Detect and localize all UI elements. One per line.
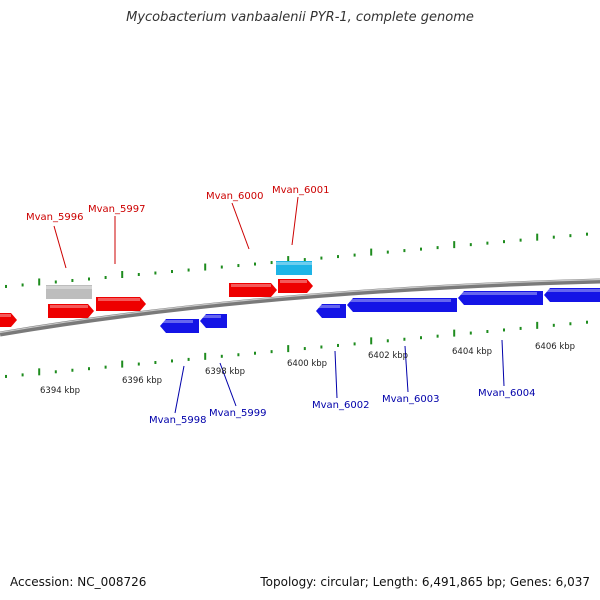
- gene-label: Mvan_5997: [88, 204, 145, 215]
- pseudo-gene-box: [46, 285, 92, 299]
- leader-line: [219, 362, 237, 407]
- leader-line: [334, 350, 338, 399]
- reverse-gene-arrow: [347, 298, 457, 312]
- leader-line: [501, 339, 505, 387]
- leader-line: [174, 365, 185, 414]
- forward-gene-arrow: [96, 297, 146, 311]
- gene-label: Mvan_6003: [382, 394, 439, 405]
- scale-label: 6400 kbp: [287, 359, 327, 369]
- gene-label: Mvan_5996: [26, 212, 83, 223]
- leader-line: [231, 202, 250, 250]
- gene-label: Mvan_6000: [206, 191, 263, 202]
- scale-label: 6394 kbp: [40, 386, 80, 396]
- topology-info: Topology: circular; Length: 6,491,865 bp…: [260, 575, 590, 589]
- label-leader-lines: [53, 196, 505, 414]
- reverse-gene-arrow: [160, 319, 199, 333]
- scale-label: 6404 kbp: [452, 347, 492, 357]
- gene-track: [0, 261, 600, 333]
- genome-backbone: [0, 278, 600, 337]
- rna-gene-box: [276, 261, 312, 275]
- genome-backbone-highlight: [0, 278, 600, 334]
- reverse-gene-arrow: [458, 291, 543, 305]
- leader-line: [404, 345, 409, 393]
- forward-gene-arrow: [48, 304, 94, 318]
- forward-gene-arrow: [278, 279, 313, 293]
- forward-gene-arrow: [0, 313, 17, 327]
- accession-text: Accession: NC_008726: [10, 575, 147, 589]
- reverse-gene-arrow: [544, 288, 600, 302]
- scale-labels: 6394 kbp 6396 kbp 6398 kbp 6400 kbp 6402 kbp…: [40, 342, 575, 396]
- scale-label: 6398 kbp: [205, 367, 245, 377]
- leader-line: [53, 225, 67, 269]
- scale-label: 6402 kbp: [368, 351, 408, 361]
- gene-label: Mvan_5998: [149, 415, 206, 426]
- gene-label: Mvan_6002: [312, 400, 369, 411]
- map-title: Mycobacterium vanbaalenii PYR-1, complet…: [126, 10, 474, 25]
- genome-backbone-line: [0, 278, 600, 337]
- gene-label: Mvan_5999: [209, 408, 266, 419]
- reverse-gene-arrow: [316, 304, 346, 318]
- reverse-gene-arrow: [200, 314, 227, 328]
- gene-labels: Mvan_5996 Mvan_5997 Mvan_6000 Mvan_6001 Mvan…: [26, 185, 535, 426]
- leader-line: [291, 196, 299, 246]
- gene-label: Mvan_6001: [272, 185, 329, 196]
- gene-label: Mvan_6004: [478, 388, 535, 399]
- inner-tick-track: [5, 320, 588, 378]
- scale-label: 6396 kbp: [122, 376, 162, 386]
- forward-gene-arrow: [229, 283, 277, 297]
- scale-label: 6406 kbp: [535, 342, 575, 352]
- outer-tick-track: [5, 232, 588, 288]
